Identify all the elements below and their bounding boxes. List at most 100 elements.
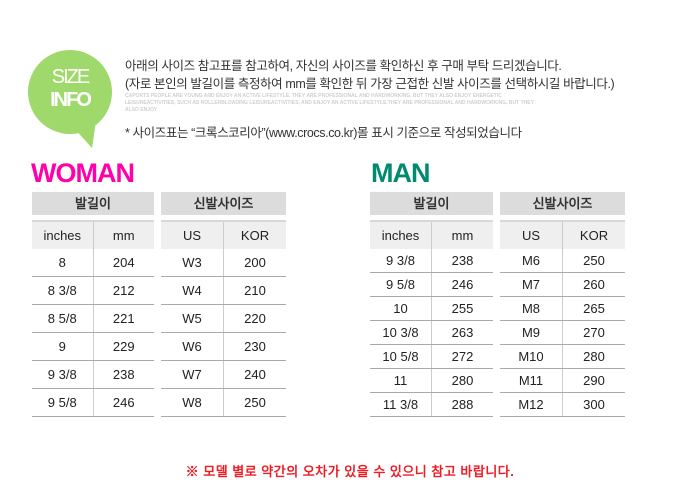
table-row: 9 229 (32, 332, 154, 361)
table-cell: 11 (370, 368, 432, 393)
table-cell: W6 (161, 332, 224, 361)
table-row: 11 280 (370, 368, 493, 393)
man-foot-length-table: inches mm 9 3/8 238 9 5/8 246 10 255 10 3/8 263 10… (370, 220, 493, 417)
table-row: 9 5/8 246 (370, 272, 493, 297)
table-cell: 220 (223, 304, 286, 333)
table-row: 9 5/8 246 (32, 388, 154, 417)
woman-foot-length-header: 발길이 (32, 192, 154, 215)
man-title: MAN (371, 158, 430, 188)
table-row: W8 250 (161, 388, 286, 417)
table-row: 9 3/8 238 (32, 360, 154, 389)
table-cell: 200 (223, 249, 286, 277)
table-cell: 260 (562, 272, 625, 297)
source-note: * 사이즈표는 “크록스코리아”(www.crocs.co.kr)몰 표시 기준… (125, 126, 522, 140)
table-cell: 238 (92, 360, 154, 389)
table-cell: 9 5/8 (370, 272, 432, 297)
table-cell: M9 (500, 320, 563, 345)
table-cell: M6 (500, 249, 563, 273)
table-cell: 290 (562, 368, 625, 393)
table-cell: 246 (431, 272, 493, 297)
table-row: 10 5/8 272 (370, 344, 493, 369)
faint-english-text: CAPORTS PEOPLE ARE YOUNG AND ENJOY AN AC… (125, 93, 534, 113)
table-cell: M10 (500, 344, 563, 369)
woman-shoe-size-header: 신발사이즈 (161, 192, 286, 215)
table-cell: 288 (431, 392, 493, 417)
table-cell: 212 (92, 276, 154, 305)
table-cell: 238 (431, 249, 493, 273)
column-header: mm (92, 221, 154, 249)
size-info-badge (28, 50, 112, 134)
table-row: 8 3/8 212 (32, 276, 154, 305)
table-cell: 9 3/8 (32, 360, 93, 389)
intro-line-1: 아래의 사이즈 참고표를 참고하여, 자신의 사이즈를 확인하신 후 구매 부탁… (125, 59, 562, 73)
table-cell: 230 (223, 332, 286, 361)
man-shoe-size-header: 신발사이즈 (500, 192, 625, 215)
table-cell: 10 5/8 (370, 344, 432, 369)
table-row: M6 250 (500, 249, 625, 273)
table-cell: 8 (32, 249, 93, 277)
table-cell: 10 3/8 (370, 320, 432, 345)
table-cell: M8 (500, 296, 563, 321)
table-row: M11 290 (500, 368, 625, 393)
badge-size-text: SIZE (51, 66, 90, 88)
column-header: US (500, 221, 563, 249)
table-cell: 240 (223, 360, 286, 389)
table-cell: 250 (223, 388, 286, 417)
table-cell: 204 (92, 249, 154, 277)
table-row: M10 280 (500, 344, 625, 369)
table-cell: 221 (92, 304, 154, 333)
disclaimer-note: ※ 모델 별로 약간의 오차가 있을 수 있으니 참고 바랍니다. (185, 464, 515, 479)
column-header-row: inches mm (32, 221, 154, 249)
column-header: inches (370, 221, 432, 249)
table-cell: W4 (161, 276, 224, 305)
table-cell: W5 (161, 304, 224, 333)
table-row: W7 240 (161, 360, 286, 389)
table-cell: 8 3/8 (32, 276, 93, 305)
woman-shoe-size-table: US KOR W3 200 W4 210 W5 220 W6 230 W7 240 W8 250 (161, 220, 286, 417)
intro-line-2: (자로 본인의 발길이를 측정하여 mm를 확인한 뒤 가장 근접한 신발 사이… (125, 77, 615, 91)
table-row: M8 265 (500, 296, 625, 321)
table-cell: W3 (161, 249, 224, 277)
table-cell: 263 (431, 320, 493, 345)
table-row: W3 200 (161, 249, 286, 277)
table-cell: 265 (562, 296, 625, 321)
column-header: KOR (223, 221, 286, 249)
table-cell: 9 5/8 (32, 388, 93, 417)
table-row: 8 204 (32, 249, 154, 277)
table-cell: M12 (500, 392, 563, 417)
table-row: M12 300 (500, 392, 625, 417)
table-row: W6 230 (161, 332, 286, 361)
table-row: 8 5/8 221 (32, 304, 154, 333)
column-header-row: US KOR (500, 221, 625, 249)
table-row: M7 260 (500, 272, 625, 297)
table-row: 9 3/8 238 (370, 249, 493, 273)
column-header-row: inches mm (370, 221, 493, 249)
table-cell: 8 5/8 (32, 304, 93, 333)
column-header: KOR (562, 221, 625, 249)
badge-info-text: INFO (50, 89, 92, 111)
table-row: 11 3/8 288 (370, 392, 493, 417)
table-cell: 9 3/8 (370, 249, 432, 273)
table-cell: 280 (562, 344, 625, 369)
table-cell: 300 (562, 392, 625, 417)
man-shoe-size-table: US KOR M6 250 M7 260 M8 265 M9 270 M10 280 M11 290 M12… (500, 220, 625, 417)
woman-foot-length-table: inches mm 8 204 8 3/8 212 8 5/8 221 9 229 9 3/8 238… (32, 220, 154, 417)
woman-title: WOMAN (31, 158, 135, 188)
table-row: W5 220 (161, 304, 286, 333)
table-row: M9 270 (500, 320, 625, 345)
table-cell: 9 (32, 332, 93, 361)
table-cell: 210 (223, 276, 286, 305)
table-cell: 270 (562, 320, 625, 345)
table-row: 10 255 (370, 296, 493, 321)
column-header: inches (32, 221, 93, 249)
column-header: mm (431, 221, 493, 249)
table-cell: 272 (431, 344, 493, 369)
table-cell: 250 (562, 249, 625, 273)
table-cell: W7 (161, 360, 224, 389)
table-cell: M7 (500, 272, 563, 297)
table-row: 10 3/8 263 (370, 320, 493, 345)
table-cell: 229 (92, 332, 154, 361)
man-foot-length-header: 발길이 (370, 192, 493, 215)
table-cell: 11 3/8 (370, 392, 432, 417)
table-cell: W8 (161, 388, 224, 417)
